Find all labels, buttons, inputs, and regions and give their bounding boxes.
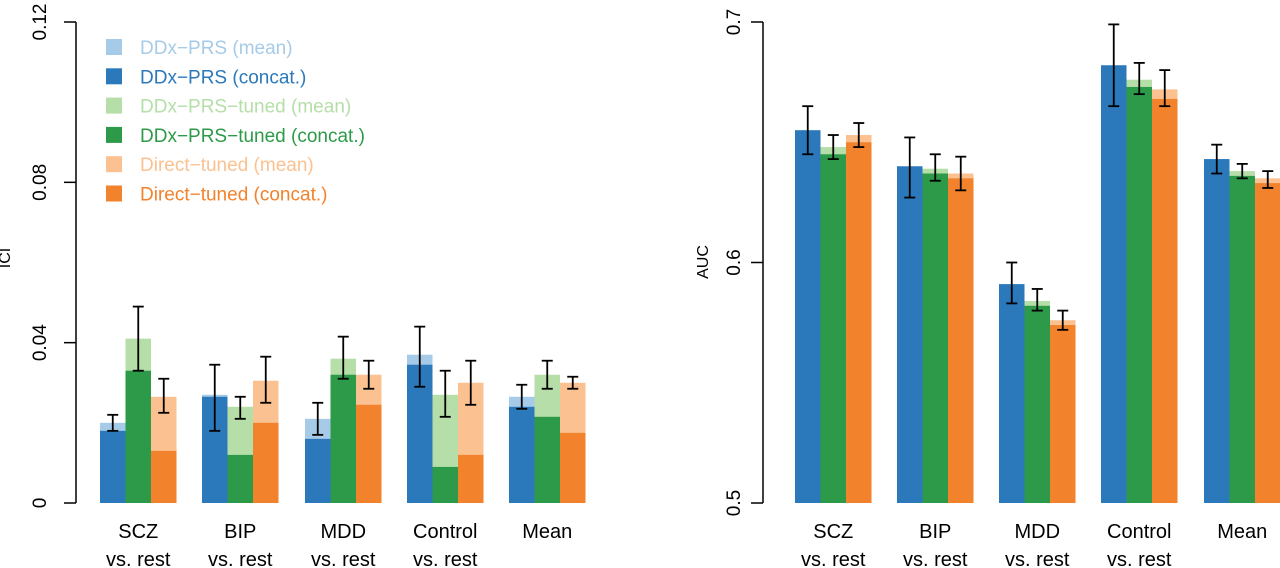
ici-panel: 0 0.04 0.08 0.12 ICI SCZ vs. rest BIP vs. rest MD…: [0, 4, 586, 568]
bar-tuned-concat: [125, 370, 151, 503]
y-tick-label: 0.12: [30, 4, 51, 41]
legend-label: Direct−tuned (concat.): [140, 185, 327, 206]
legend-swatch: [106, 97, 122, 114]
y-tick-label: 0.6: [724, 249, 745, 275]
x-category-label: vs. rest: [1005, 549, 1070, 568]
x-category-label: vs. rest: [311, 549, 376, 568]
y-tick-label: 0: [30, 498, 51, 509]
bar-ddx-concat: [897, 166, 923, 504]
x-category-label: vs. rest: [413, 549, 478, 568]
bar-tuned-concat: [1024, 305, 1050, 503]
bar-ddx-concat: [1101, 65, 1127, 503]
legend-swatch: [106, 68, 122, 85]
bar-direct-concat: [1152, 98, 1178, 504]
legend-label: DDx−PRS−tuned (mean): [140, 97, 351, 118]
legend-swatch: [106, 156, 122, 173]
legend-label: DDx−PRS (concat.): [140, 67, 306, 88]
x-category-label: Control: [413, 521, 477, 543]
bar-ddx-concat: [999, 284, 1025, 503]
x-category-label: Control: [1107, 521, 1171, 543]
bar-tuned-concat: [432, 466, 458, 503]
x-category-label: vs. rest: [208, 549, 273, 568]
bar-tuned-concat: [330, 374, 356, 503]
legend: DDx−PRS (mean) DDx−PRS (concat.) DDx−PRS−t…: [106, 38, 365, 206]
bar-tuned-concat: [820, 154, 846, 503]
x-category-label: Mean: [1217, 521, 1267, 543]
bar-direct-concat: [458, 454, 484, 503]
bar-tuned-concat: [922, 173, 948, 503]
legend-swatch: [106, 126, 122, 143]
bar-ddx-concat: [100, 430, 126, 503]
y-tick-label: 0.04: [30, 324, 51, 361]
y-tick-label: 0.7: [724, 9, 745, 35]
y-tick-label: 0.08: [30, 164, 51, 201]
x-category-label: vs. rest: [903, 549, 968, 568]
x-category-label: vs. rest: [1107, 549, 1172, 568]
y-axis-label: ICI: [0, 248, 14, 268]
x-category-label: SCZ: [118, 521, 158, 543]
x-category-label: Mean: [522, 521, 572, 543]
bar-direct-concat: [356, 404, 382, 503]
x-category-label: vs. rest: [106, 549, 171, 568]
bar-tuned-concat: [227, 454, 253, 503]
legend-label: DDx−PRS (mean): [140, 38, 293, 59]
bar-direct-concat: [1050, 325, 1076, 503]
bar-direct-concat: [846, 142, 872, 503]
bar-direct-concat: [948, 178, 974, 503]
bar-ddx-concat: [509, 406, 535, 503]
legend-swatch: [106, 39, 122, 55]
bar-direct-concat: [1255, 183, 1280, 503]
legend-swatch: [106, 185, 122, 202]
auc-panel: 0.5 0.6 0.7 AUC SCZ vs. rest BIP vs. rest MDD vs.…: [695, 9, 1280, 568]
bar-tuned-concat: [1229, 175, 1255, 504]
x-category-label: BIP: [224, 521, 256, 543]
legend-label: DDx−PRS−tuned (concat.): [140, 126, 365, 147]
x-category-label: BIP: [919, 521, 951, 543]
bar-direct-concat: [253, 422, 279, 503]
x-category-label: vs. rest: [801, 549, 866, 568]
y-axis-label: AUC: [695, 245, 712, 279]
bar-direct-concat: [151, 450, 177, 503]
bar-ddx-concat: [1204, 159, 1230, 503]
x-category-label: SCZ: [813, 521, 853, 543]
x-category-label: MDD: [1014, 521, 1060, 543]
legend-label: Direct−tuned (mean): [140, 155, 314, 176]
y-tick-label: 0.5: [724, 490, 745, 516]
x-category-label: MDD: [320, 521, 366, 543]
bar-tuned-concat: [534, 416, 560, 503]
bar-tuned-concat: [1126, 86, 1152, 503]
bar-direct-concat: [560, 432, 586, 503]
bar-ddx-concat: [795, 130, 821, 503]
bar-ddx-concat: [407, 364, 433, 503]
bar-ddx-concat: [305, 438, 331, 503]
